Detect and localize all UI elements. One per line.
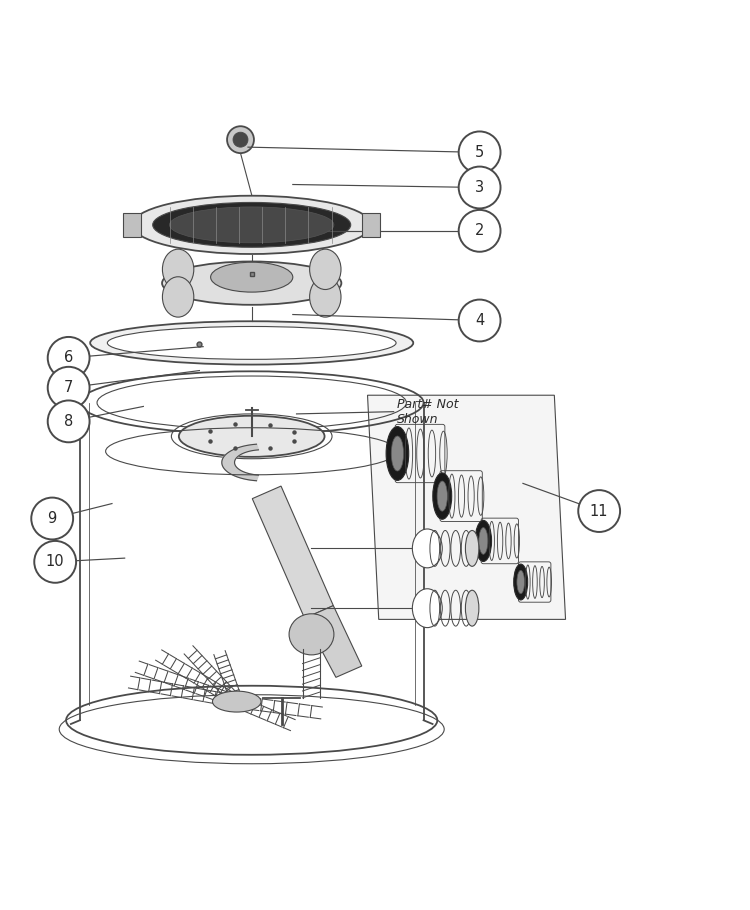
Ellipse shape	[413, 589, 442, 628]
Ellipse shape	[153, 202, 351, 248]
Circle shape	[459, 131, 500, 173]
Text: 4: 4	[475, 313, 484, 328]
Text: 5: 5	[475, 145, 484, 160]
Ellipse shape	[163, 249, 194, 289]
Ellipse shape	[162, 261, 341, 305]
Circle shape	[459, 167, 500, 208]
Circle shape	[32, 498, 73, 540]
Circle shape	[459, 299, 500, 341]
Ellipse shape	[132, 196, 371, 254]
Circle shape	[233, 132, 248, 147]
Ellipse shape	[310, 249, 341, 289]
Ellipse shape	[437, 481, 448, 511]
Ellipse shape	[212, 691, 261, 712]
Ellipse shape	[310, 277, 341, 317]
Ellipse shape	[466, 531, 478, 566]
Circle shape	[48, 337, 89, 379]
Ellipse shape	[170, 207, 334, 243]
Ellipse shape	[392, 436, 404, 471]
Ellipse shape	[476, 521, 491, 561]
Ellipse shape	[289, 613, 334, 655]
Ellipse shape	[433, 473, 451, 520]
Text: 10: 10	[46, 554, 64, 570]
Text: Part# Not
Shown: Part# Not Shown	[398, 398, 459, 426]
Text: 7: 7	[64, 380, 74, 395]
Ellipse shape	[514, 564, 528, 600]
Text: 3: 3	[475, 180, 484, 195]
Bar	[123, 213, 141, 237]
Polygon shape	[368, 395, 566, 620]
Ellipse shape	[517, 571, 524, 593]
Ellipse shape	[211, 262, 292, 292]
Circle shape	[48, 367, 89, 409]
Circle shape	[48, 400, 89, 442]
Circle shape	[578, 490, 620, 532]
Text: 8: 8	[64, 414, 74, 429]
Ellipse shape	[178, 416, 325, 457]
Ellipse shape	[478, 528, 488, 554]
Ellipse shape	[163, 277, 194, 317]
Text: 2: 2	[475, 223, 484, 238]
Circle shape	[227, 126, 254, 153]
Text: 9: 9	[47, 511, 57, 526]
Circle shape	[34, 541, 76, 582]
Polygon shape	[222, 444, 259, 480]
Ellipse shape	[466, 591, 478, 626]
Polygon shape	[252, 486, 333, 618]
Circle shape	[459, 210, 500, 252]
Bar	[362, 213, 380, 237]
Ellipse shape	[90, 321, 413, 365]
Ellipse shape	[386, 427, 409, 480]
Text: 11: 11	[590, 503, 608, 519]
Ellipse shape	[413, 529, 442, 568]
Polygon shape	[304, 606, 361, 677]
Ellipse shape	[107, 327, 396, 359]
Text: 6: 6	[64, 350, 74, 365]
